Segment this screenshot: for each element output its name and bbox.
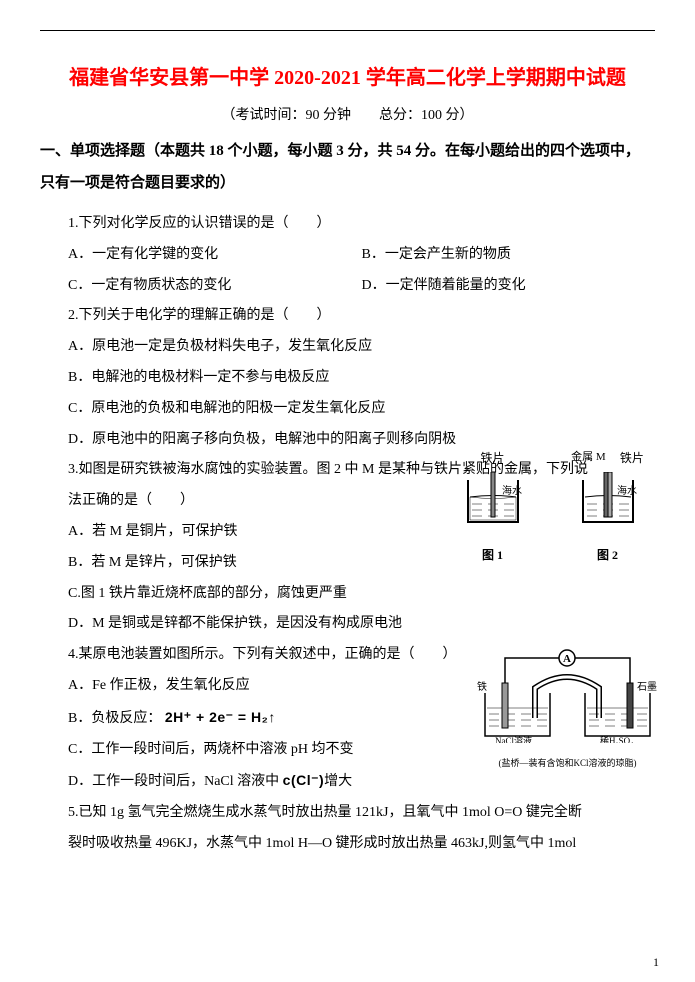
q4-opt-b-prefix: B．负极反应： [68,711,161,726]
beaker1-svg: 海水 [458,472,528,527]
q4-h2so4-label: 稀H₂SO₄ [600,735,633,743]
q3-figure: 铁片 海水 图 1 [445,445,655,568]
q3-water-label-1: 海水 [502,484,522,497]
q3-iron-label-1: 铁片 [480,445,504,471]
beaker2-svg: 海水 [573,472,643,527]
q3-fig2-caption: 图 2 [560,542,655,568]
svg-text:A: A [563,653,571,665]
question-5: 5.已知 1g 氢气完全燃烧生成水蒸气时放出热量 121kJ，且氧气中 1mol… [40,798,655,860]
q3-iron-label-2: 铁片 [620,445,644,471]
exam-title: 福建省华安县第一中学 2020-2021 学年高二化学上学期期中试题 [40,61,655,90]
q4-right-electrode-label: 石墨 [637,681,657,693]
q5-line2: 裂时吸收热量 496KJ，水蒸气中 1mol H—O 键形成时放出热量 463k… [68,829,655,860]
q1-opt-a: A．一定有化学键的变化 [68,240,362,271]
q1-opt-c: C．一定有物质状态的变化 [68,271,362,302]
q1-stem: 1.下列对化学反应的认识错误的是（ ） [68,209,655,240]
question-3: 3.如图是研究铁被海水腐蚀的实验装置。图 2 中 M 是某种与铁片紧贴的金属，下… [40,455,655,640]
q3-metal-m-label: 金属 M [571,445,606,471]
q4-circuit-svg: A [475,648,660,743]
q2-opt-a: A．原电池一定是负极材料失电子，发生氧化反应 [68,332,655,363]
section-heading-line2: 只有一项是符合题目要求的） [40,168,655,200]
q3-water-label-2: 海水 [617,484,637,497]
q4-left-electrode-label: 铁 [477,680,487,693]
q4-figure: A [475,648,660,774]
q3-opt-c: C.图 1 铁片靠近烧杯底部的部分，腐蚀更严重 [40,579,655,610]
q2-opt-b: B．电解池的电极材料一定不参与电极反应 [68,363,655,394]
q4-opt-d-formula: c(Cl⁻) [283,772,325,788]
q2-opt-c: C．原电池的负极和电解池的阳极一定发生氧化反应 [68,394,655,425]
exam-subtitle: （考试时间：90 分钟 总分：100 分） [40,104,655,124]
q4-bridge-caption: (盐桥—装有含饱和KCl溶液的琼脂) [475,754,660,774]
question-4: 4.某原电池装置如图所示。下列有关叙述中，正确的是（ ） A．Fe 作正极，发生… [40,640,655,798]
page-number: 1 [653,955,659,970]
question-2: 2.下列关于电化学的理解正确的是（ ） A．原电池一定是负极材料失电子，发生氧化… [40,301,655,455]
top-rule [40,30,655,31]
q4-opt-b-formula: 2H⁺ + 2e⁻ = H₂↑ [165,709,276,725]
q3-beaker-1: 铁片 海水 图 1 [445,445,540,568]
q4-nacl-label: NaCl溶液 [495,735,532,743]
q1-opt-d: D．一定伴随着能量的变化 [362,271,656,302]
q2-stem: 2.下列关于电化学的理解正确的是（ ） [68,301,655,332]
q5-line1: 5.已知 1g 氢气完全燃烧生成水蒸气时放出热量 121kJ，且氧气中 1mol… [68,798,655,829]
q4-opt-d-suffix: 增大 [324,774,352,789]
section-heading-line1: 一、单项选择题（本题共 18 个小题，每小题 3 分，共 54 分。在每小题给出… [40,136,655,168]
q3-fig1-caption: 图 1 [445,542,540,568]
section-heading: 一、单项选择题（本题共 18 个小题，每小题 3 分，共 54 分。在每小题给出… [40,136,655,199]
q1-opt-b: B．一定会产生新的物质 [362,240,656,271]
q3-opt-d: D．M 是铜或是锌都不能保护铁，是因没有构成原电池 [40,609,655,640]
q3-beaker-2: 金属 M 铁片 海水 [560,445,655,568]
question-1: 1.下列对化学反应的认识错误的是（ ） A．一定有化学键的变化 B．一定会产生新… [40,209,655,301]
q4-opt-d-prefix: D．工作一段时间后，NaCl 溶液中 [68,774,283,789]
